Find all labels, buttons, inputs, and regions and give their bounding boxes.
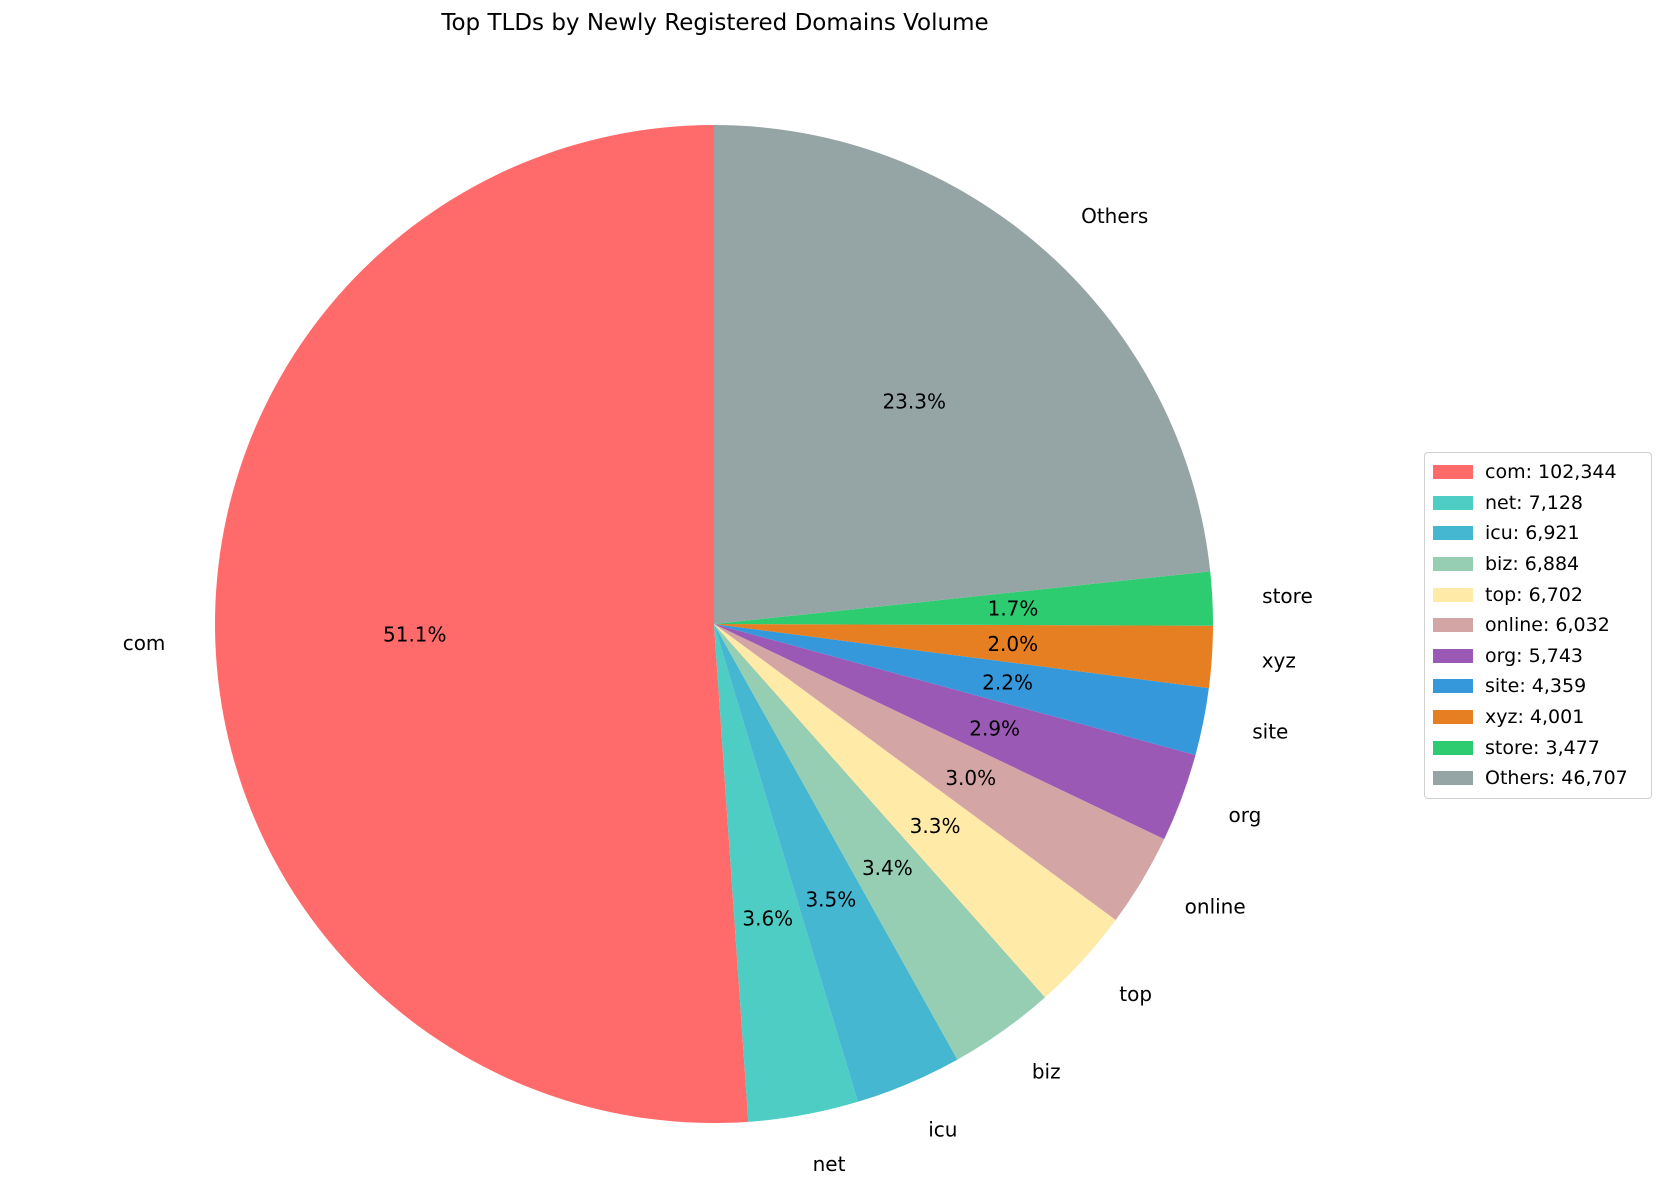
slice-label-store: store [1262, 584, 1313, 608]
percent-label-top: 3.3% [910, 814, 961, 838]
legend-label: com: 102,344 [1485, 461, 1617, 484]
legend: com: 102,344 net: 7,128 icu: 6,921 biz: 6,8… [1424, 452, 1652, 799]
percent-label-biz: 3.4% [862, 856, 913, 880]
percent-label-site: 2.2% [982, 671, 1033, 695]
slice-label-org: org [1229, 803, 1262, 827]
legend-swatch [1433, 557, 1473, 572]
legend-item-top: top: 6,702 [1433, 579, 1643, 610]
legend-label: site: 4,359 [1485, 675, 1587, 698]
legend-label: biz: 6,884 [1485, 553, 1580, 576]
legend-swatch [1433, 771, 1473, 786]
percent-label-store: 1.7% [988, 597, 1039, 621]
legend-swatch [1433, 465, 1473, 480]
percent-label-com: 51.1% [383, 622, 447, 646]
percent-label-org: 2.9% [969, 716, 1020, 740]
legend-item-icu: icu: 6,921 [1433, 518, 1643, 549]
slice-label-icu: icu [928, 1117, 957, 1141]
legend-item-store: store: 3,477 [1433, 732, 1643, 763]
pie-slices [215, 125, 1213, 1123]
pie-slice-site [714, 624, 1209, 756]
legend-label: net: 7,128 [1485, 491, 1584, 514]
percent-label-xyz: 2.0% [987, 632, 1038, 656]
legend-swatch [1433, 740, 1473, 755]
legend-item-others: Others: 46,707 [1433, 763, 1643, 794]
pie-slice-org [714, 624, 1196, 840]
pie-slice-icu [714, 624, 958, 1102]
legend-swatch [1433, 526, 1473, 541]
legend-label: icu: 6,921 [1485, 522, 1580, 545]
slice-label-com: com [123, 631, 166, 655]
legend-label: org: 5,743 [1485, 644, 1583, 667]
pie-slice-com [215, 125, 749, 1123]
pie-slice-store [714, 571, 1213, 626]
legend-label: Others: 46,707 [1485, 767, 1628, 790]
pie-slice-top [714, 624, 1116, 998]
legend-swatch [1433, 587, 1473, 602]
legend-swatch [1433, 495, 1473, 510]
slice-label-online: online [1185, 894, 1246, 918]
pie-slice-xyz [714, 624, 1213, 689]
legend-label: xyz: 4,001 [1485, 706, 1585, 729]
legend-item-online: online: 6,032 [1433, 610, 1643, 641]
legend-label: store: 3,477 [1485, 736, 1600, 759]
legend-swatch [1433, 710, 1473, 725]
chart-title: Top TLDs by Newly Registered Domains Vol… [441, 10, 989, 36]
legend-item-org: org: 5,743 [1433, 641, 1643, 672]
slice-label-top: top [1119, 982, 1152, 1006]
percent-label-online: 3.0% [945, 766, 996, 790]
slice-label-biz: biz [1032, 1060, 1061, 1084]
pie-labels: com 51.1% net 3.6% icu 3.5% biz 3.4% top 3.3% onli… [123, 204, 1313, 1176]
slice-label-xyz: xyz [1262, 648, 1296, 672]
legend-swatch [1433, 679, 1473, 694]
pie-slice-others [714, 125, 1211, 624]
pie-slice-net [714, 624, 858, 1122]
legend-swatch [1433, 618, 1473, 633]
slice-label-site: site [1252, 720, 1288, 744]
legend-item-com: com: 102,344 [1433, 457, 1643, 488]
percent-label-icu: 3.5% [805, 888, 856, 912]
slice-label-net: net [813, 1152, 846, 1176]
legend-swatch [1433, 648, 1473, 663]
legend-item-biz: biz: 6,884 [1433, 549, 1643, 580]
pie-slice-biz [714, 624, 1046, 1060]
legend-label: online: 6,032 [1485, 614, 1610, 637]
legend-label: top: 6,702 [1485, 583, 1583, 606]
legend-item-site: site: 4,359 [1433, 671, 1643, 702]
percent-label-net: 3.6% [742, 907, 793, 931]
pie-slice-online [714, 624, 1165, 921]
percent-label-others: 23.3% [882, 389, 946, 413]
legend-item-net: net: 7,128 [1433, 488, 1643, 519]
legend-item-xyz: xyz: 4,001 [1433, 702, 1643, 733]
slice-label-others: Others [1081, 204, 1148, 228]
